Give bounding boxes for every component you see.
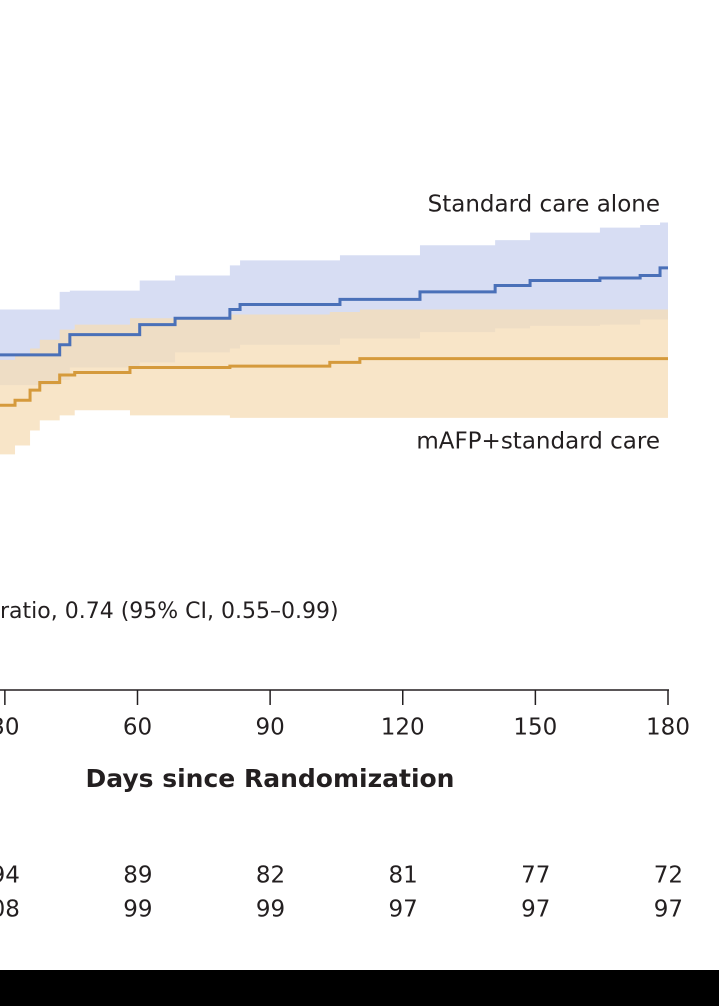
risk-table-value: 72 [654, 863, 683, 889]
confidence-band [0, 309, 668, 460]
risk-table-value: 81 [388, 863, 417, 889]
risk-table-value: 99 [123, 897, 152, 923]
x-tick-label: 150 [513, 715, 557, 741]
risk-table-value: 82 [256, 863, 285, 889]
risk-table-value: 94 [0, 863, 20, 889]
x-axis-title: Days since Randomization [86, 764, 455, 793]
plot-area [0, 222, 668, 460]
risk-table-value: 89 [123, 863, 152, 889]
risk-table-value: 97 [388, 897, 417, 923]
bottom-bar [0, 970, 719, 1006]
risk-table-value: 99 [256, 897, 285, 923]
x-tick-label: 120 [381, 715, 425, 741]
risk-table-value: 97 [654, 897, 683, 923]
risk-table-value: 97 [521, 897, 550, 923]
x-tick-label: 60 [123, 715, 152, 741]
x-tick-label: 180 [646, 715, 690, 741]
x-tick-label: 30 [0, 715, 20, 741]
annotation: ratio, 0.74 (95% CI, 0.55–0.99) [0, 599, 339, 624]
step-line [0, 266, 668, 357]
x-tick-label: 90 [255, 715, 284, 741]
step-line [0, 357, 668, 407]
risk-table-value: 77 [521, 863, 550, 889]
legend-label: Standard care alone [428, 192, 660, 218]
risk-table-value: 08 [0, 897, 20, 923]
legend-label: mAFP+standard care [416, 429, 660, 455]
